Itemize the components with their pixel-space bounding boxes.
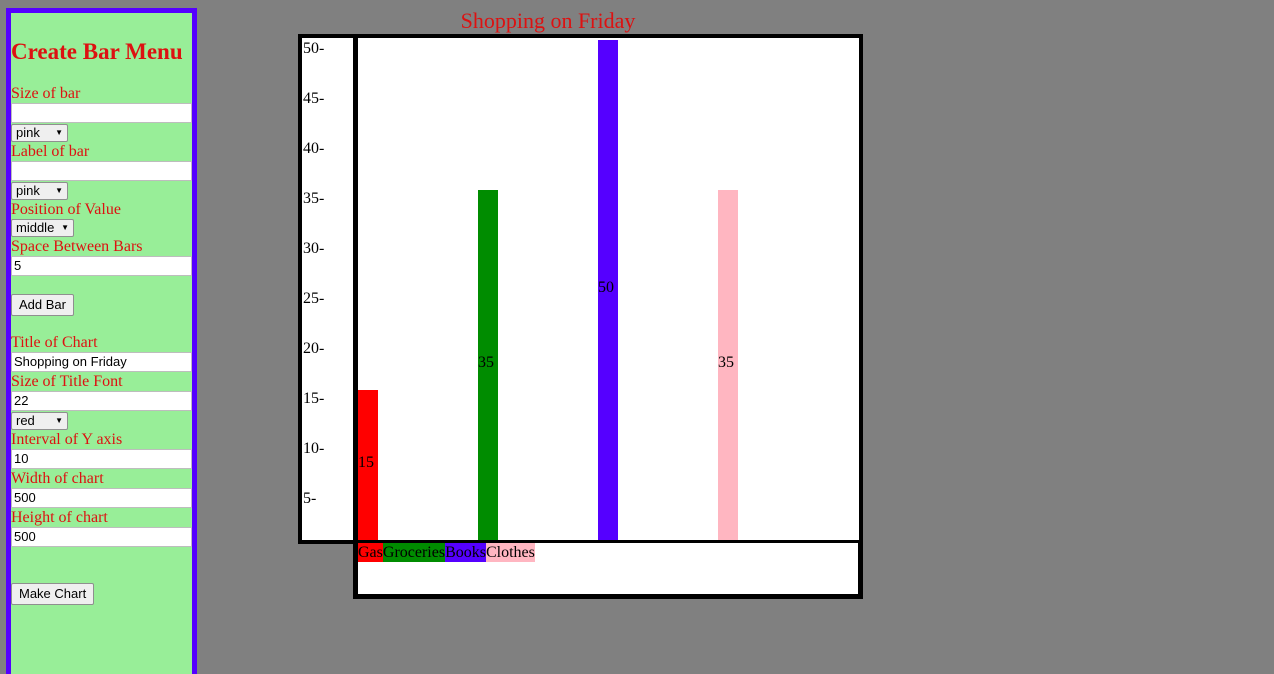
y-tick-label: 10- — [303, 440, 325, 457]
bar-value-label: 50 — [598, 279, 614, 296]
interval-of-y-axis-input[interactable]: 10 — [11, 449, 192, 469]
bar-value-label: 15 — [358, 454, 374, 471]
value-position-value: middle — [16, 220, 55, 235]
bar-color-select[interactable]: pink ▼ — [11, 124, 68, 142]
title-of-chart-input[interactable]: Shopping on Friday — [11, 352, 192, 372]
y-axis: 50- 45- 40- 35- 30- 25- 20- 15- 10- 5- — [298, 34, 354, 544]
space-between-bars-input[interactable]: 5 — [11, 256, 192, 276]
y-tick-label: 50- — [303, 40, 325, 57]
chevron-down-icon: ▼ — [55, 416, 63, 425]
y-tick-label: 20- — [303, 340, 325, 357]
title-color-select[interactable]: red ▼ — [11, 412, 68, 430]
size-of-title-font-label: Size of Title Font — [11, 373, 123, 390]
y-tick-label: 15- — [303, 390, 325, 407]
legend-area: GasGroceriesBooksClothes — [353, 543, 863, 599]
bar-value-label: 35 — [478, 354, 494, 371]
y-tick-label: 5- — [303, 490, 317, 507]
y-tick-label: 40- — [303, 140, 325, 157]
create-bar-menu: Create Bar Menu Size of bar pink ▼ Label… — [6, 8, 197, 674]
chart-title: Shopping on Friday — [460, 8, 636, 33]
chevron-down-icon: ▼ — [61, 223, 69, 232]
legend-item-books: Books — [445, 543, 486, 562]
legend-item-groceries: Groceries — [382, 543, 446, 562]
height-of-chart-input[interactable]: 500 — [11, 527, 192, 547]
menu-title: Create Bar Menu — [11, 39, 183, 64]
value-position-select[interactable]: middle ▼ — [11, 219, 74, 237]
y-tick-label: 35- — [303, 190, 325, 207]
legend-item-gas: Gas — [358, 543, 383, 562]
bar-value-label: 35 — [718, 354, 734, 371]
label-color-value: pink — [16, 183, 40, 198]
bar-clothes — [718, 190, 738, 540]
plot-area: 15 35 50 35 — [353, 34, 863, 544]
label-of-bar-input[interactable] — [11, 161, 192, 181]
y-tick-label: 30- — [303, 240, 325, 257]
label-of-bar-label: Label of bar — [11, 143, 90, 160]
y-tick-label: 45- — [303, 90, 325, 107]
chevron-down-icon: ▼ — [55, 186, 63, 195]
size-of-bar-input[interactable] — [11, 103, 192, 123]
make-chart-button[interactable]: Make Chart — [11, 583, 95, 605]
bar-groceries — [478, 190, 498, 540]
title-color-value: red — [16, 413, 35, 428]
position-of-value-label: Position of Value — [11, 201, 121, 218]
interval-of-y-axis-label: Interval of Y axis — [11, 431, 123, 448]
bar-gas — [358, 390, 378, 540]
size-of-title-font-input[interactable]: 22 — [11, 391, 192, 411]
height-of-chart-label: Height of chart — [11, 509, 108, 526]
size-of-bar-label: Size of bar — [11, 85, 81, 102]
legend-item-clothes: Clothes — [485, 543, 535, 562]
bar-books — [598, 40, 618, 540]
bar-color-value: pink — [16, 125, 40, 140]
title-of-chart-label: Title of Chart — [11, 334, 98, 351]
label-color-select[interactable]: pink ▼ — [11, 182, 68, 200]
space-between-bars-label: Space Between Bars — [11, 238, 143, 255]
width-of-chart-label: Width of chart — [11, 470, 104, 487]
width-of-chart-input[interactable]: 500 — [11, 488, 192, 508]
chevron-down-icon: ▼ — [55, 128, 63, 137]
y-tick-label: 25- — [303, 290, 325, 307]
add-bar-button[interactable]: Add Bar — [11, 294, 74, 316]
legend: GasGroceriesBooksClothes — [358, 543, 535, 562]
